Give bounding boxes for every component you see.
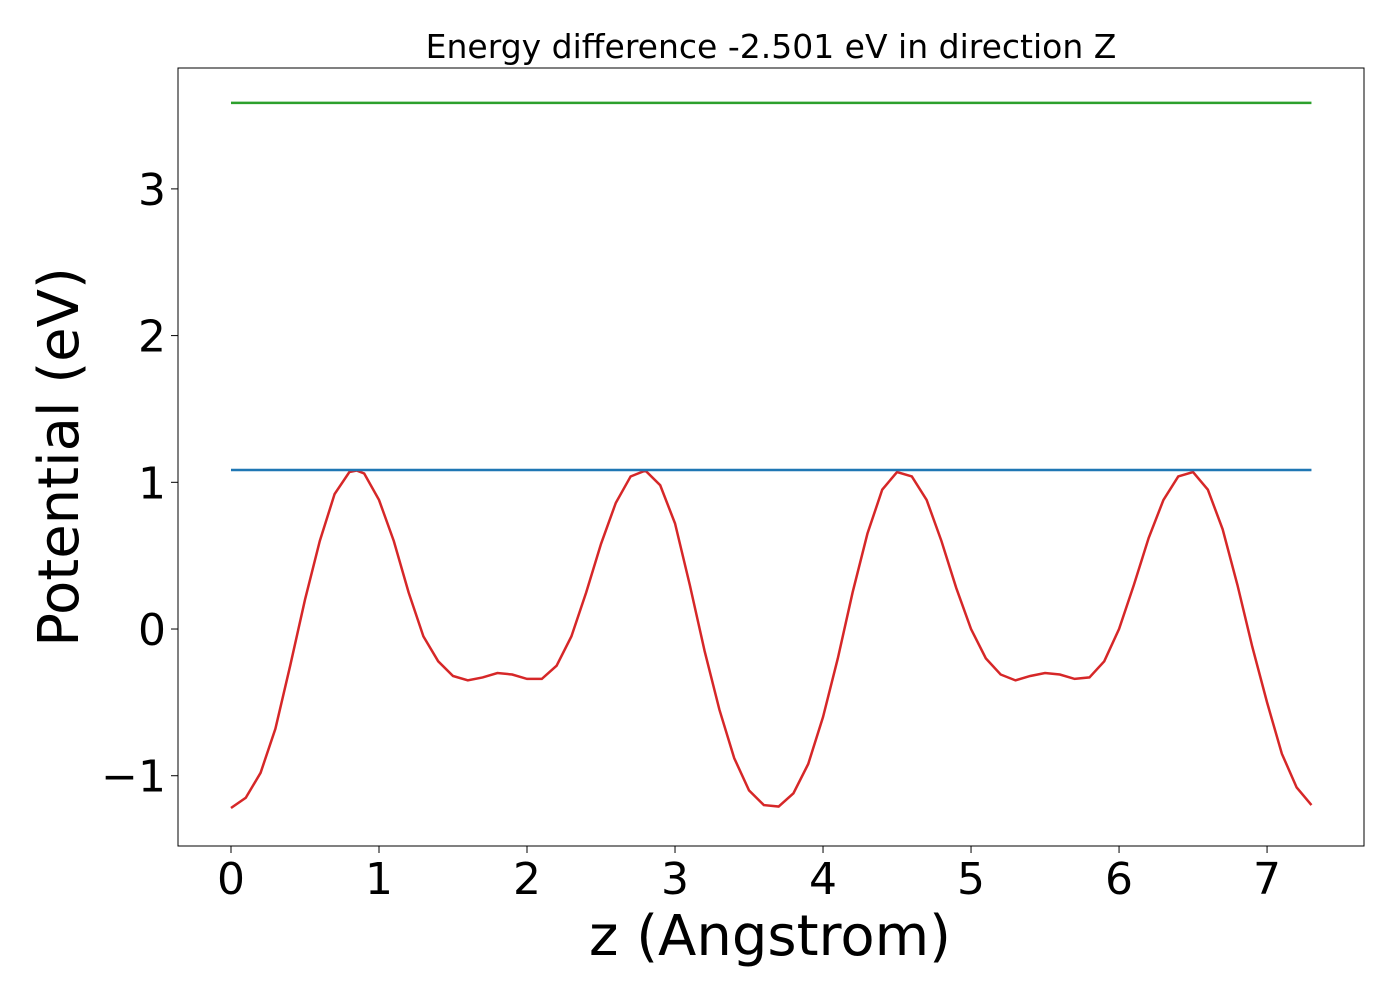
y-axis-label: Potential (eV) xyxy=(27,267,92,647)
x-tick-label: 6 xyxy=(1105,854,1133,905)
x-tick-label: 3 xyxy=(661,854,689,905)
y-tick-label: 0 xyxy=(138,605,166,656)
plot-frame xyxy=(177,67,1365,847)
x-axis-label: z (Angstrom) xyxy=(589,904,951,969)
y-tick-label: −1 xyxy=(101,752,166,803)
y-tick-label: 3 xyxy=(138,165,166,216)
x-tick-label: 5 xyxy=(957,854,985,905)
x-tick-label: 7 xyxy=(1253,854,1281,905)
x-tick-label: 2 xyxy=(513,854,541,905)
x-tick-label: 1 xyxy=(365,854,393,905)
line-series xyxy=(230,469,1313,810)
y-tick-label: 1 xyxy=(138,458,166,509)
y-tick-label: 2 xyxy=(138,312,166,363)
x-tick-label: 0 xyxy=(217,854,245,905)
chart-title: Energy difference -2.501 eV in direction… xyxy=(426,27,1117,66)
x-tick-label: 4 xyxy=(809,854,837,905)
